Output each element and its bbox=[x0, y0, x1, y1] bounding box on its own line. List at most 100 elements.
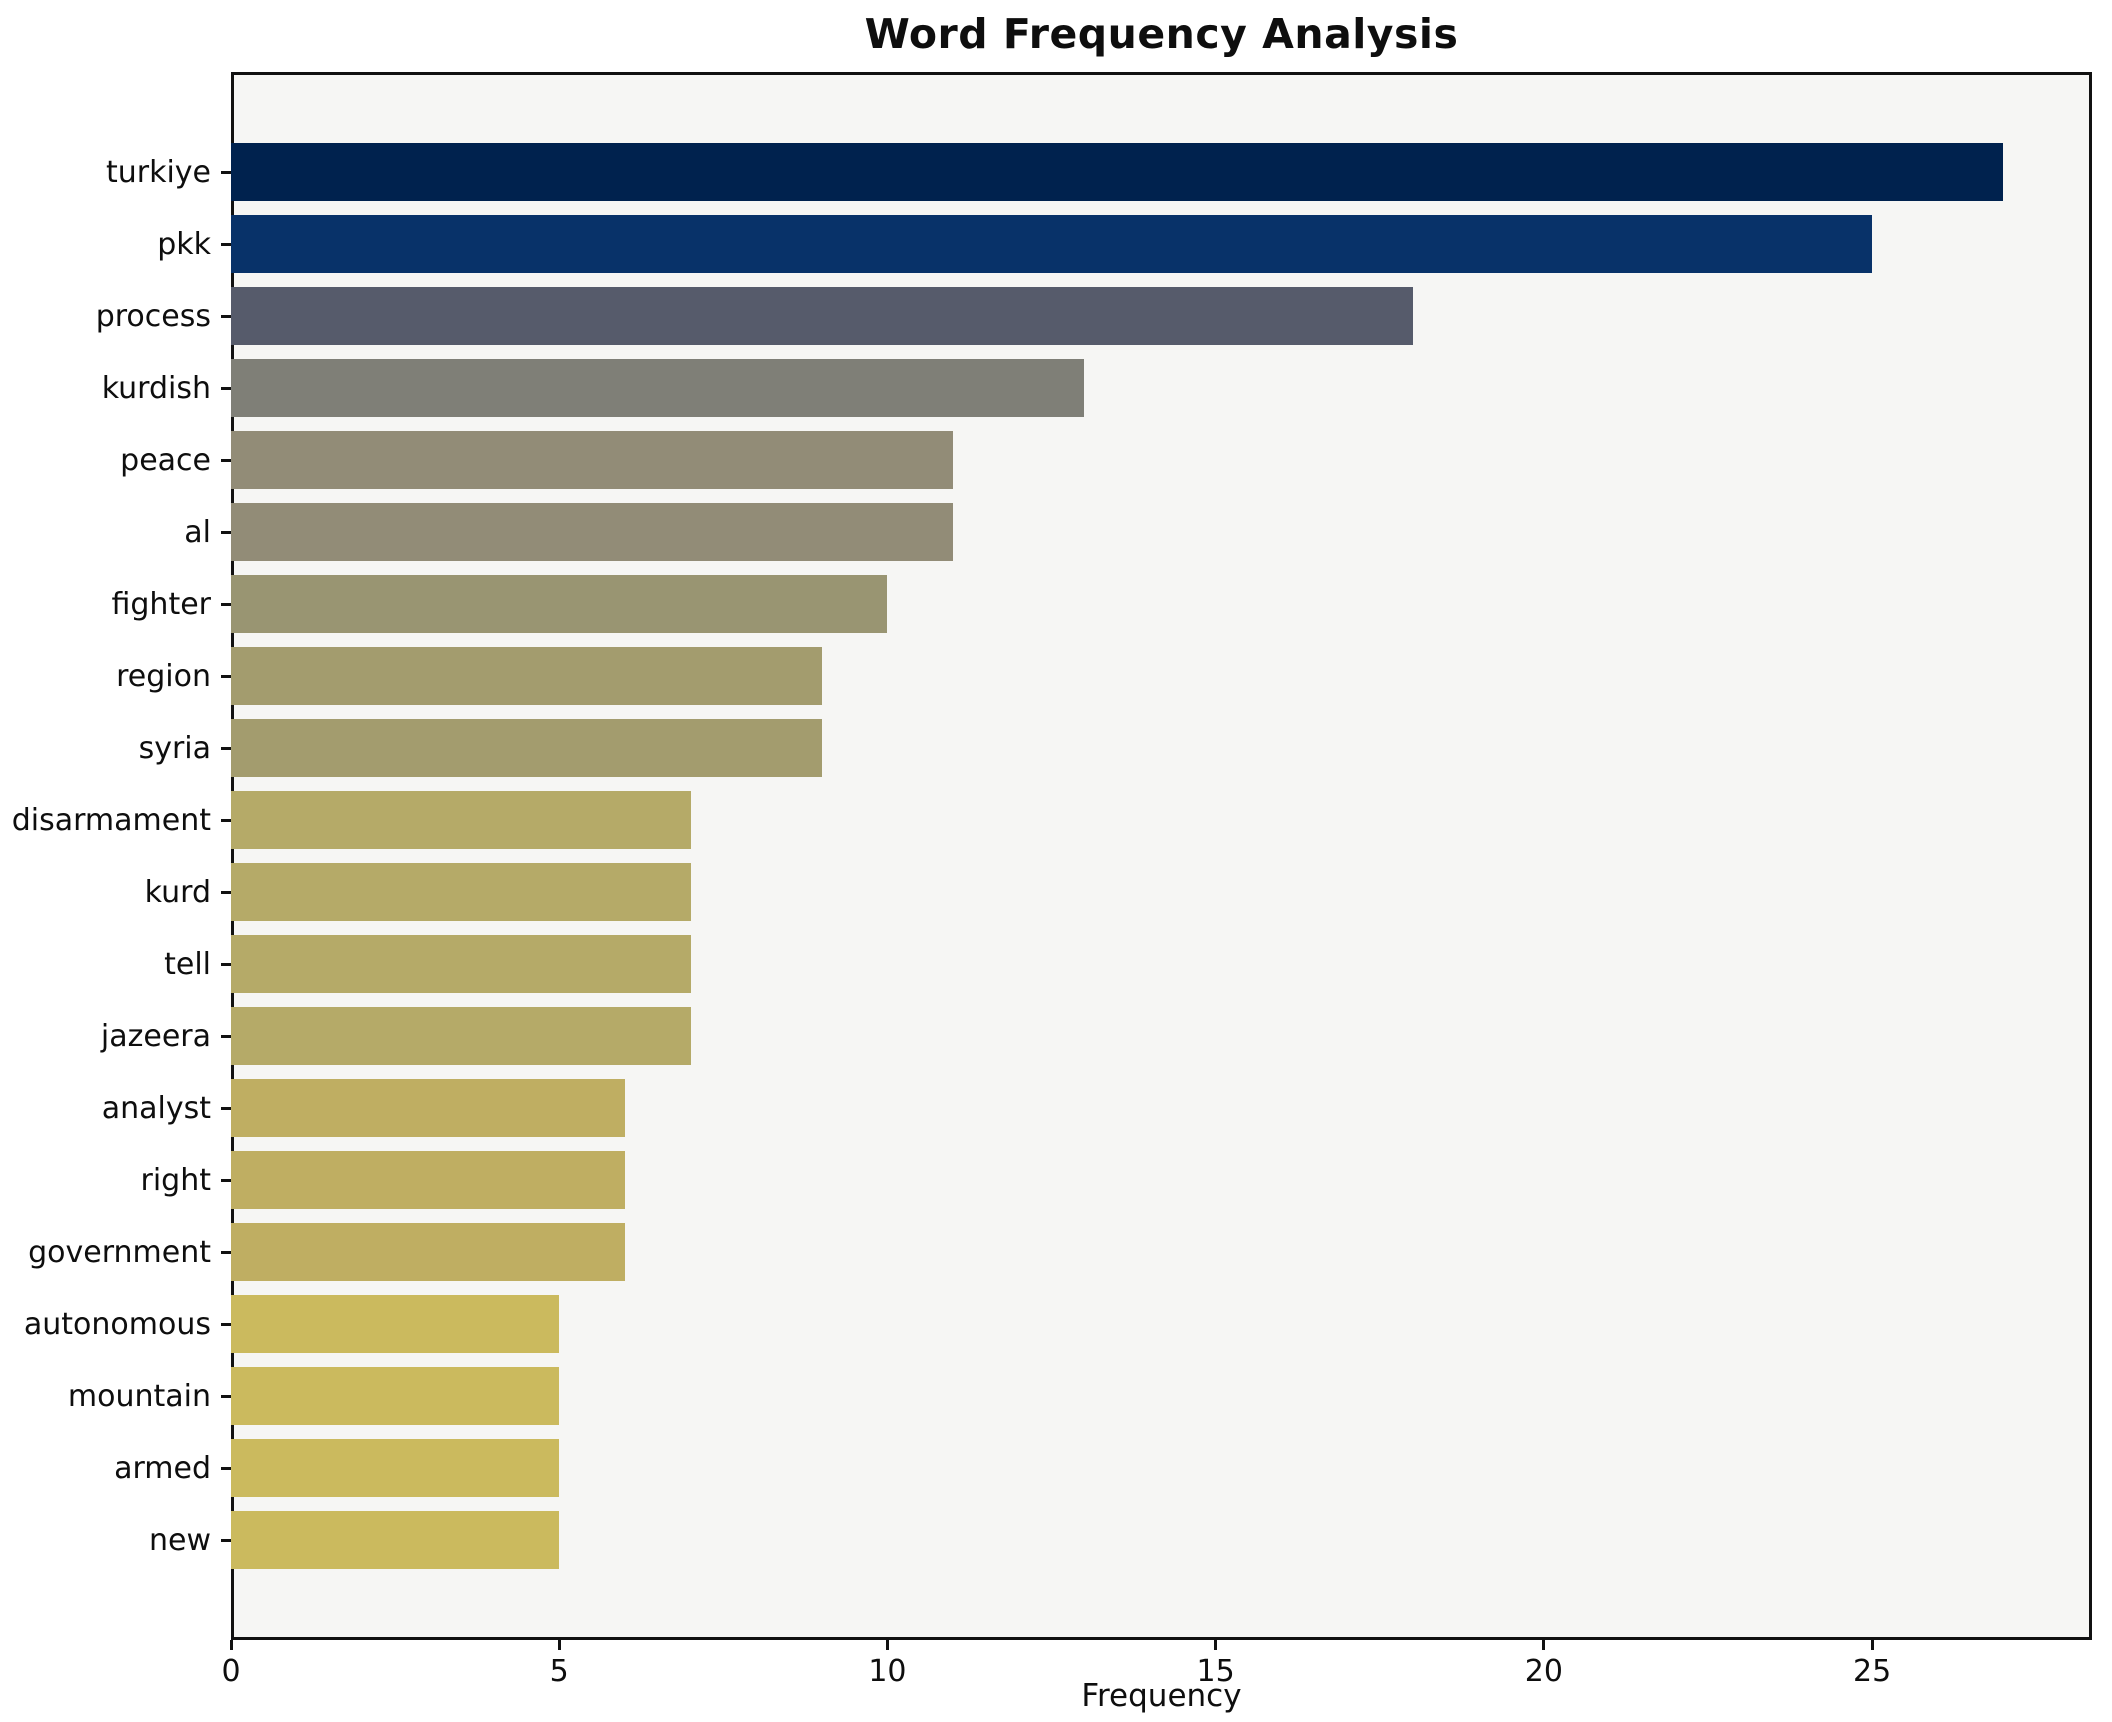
frequency-bar bbox=[231, 1151, 625, 1209]
y-tick-cell: mountain bbox=[0, 1379, 231, 1414]
y-tick-label: right bbox=[140, 1162, 212, 1198]
bar-track bbox=[231, 647, 2092, 705]
x-tick-mark bbox=[557, 1640, 561, 1650]
bar-track bbox=[231, 143, 2092, 201]
y-tick-mark bbox=[221, 242, 231, 246]
bar-track bbox=[231, 359, 2092, 417]
chart-row: jazeera bbox=[0, 1000, 2092, 1072]
y-tick-label: turkiye bbox=[105, 154, 211, 190]
frequency-bar bbox=[231, 647, 822, 705]
frequency-bar bbox=[231, 143, 2004, 201]
frequency-bar bbox=[231, 863, 691, 921]
y-tick-label: syria bbox=[138, 730, 211, 766]
y-tick-mark bbox=[221, 386, 231, 390]
y-tick-cell: peace bbox=[0, 443, 231, 478]
y-tick-label: region bbox=[116, 658, 211, 694]
frequency-bar bbox=[231, 719, 822, 777]
chart-row: government bbox=[0, 1216, 2092, 1288]
y-tick-cell: analyst bbox=[0, 1091, 231, 1126]
y-tick-cell: jazeera bbox=[0, 1019, 231, 1054]
x-tick-label: 25 bbox=[1852, 1654, 1892, 1689]
x-tick-mark bbox=[1542, 1640, 1546, 1650]
chart-row: armed bbox=[0, 1432, 2092, 1504]
y-tick-cell: right bbox=[0, 1163, 231, 1198]
y-tick-mark bbox=[221, 1106, 231, 1110]
y-tick-mark bbox=[221, 746, 231, 750]
y-tick-mark bbox=[221, 530, 231, 534]
x-tick-mark bbox=[885, 1640, 889, 1650]
chart-row: fighter bbox=[0, 568, 2092, 640]
frequency-bar bbox=[231, 791, 691, 849]
bar-track bbox=[231, 1079, 2092, 1137]
frequency-bar bbox=[231, 287, 1413, 345]
chart-row: analyst bbox=[0, 1072, 2092, 1144]
y-tick-cell: tell bbox=[0, 947, 231, 982]
y-tick-mark bbox=[221, 314, 231, 318]
y-tick-label: autonomous bbox=[23, 1306, 211, 1342]
frequency-bar bbox=[231, 431, 954, 489]
y-tick-mark bbox=[221, 818, 231, 822]
x-tick-label: 15 bbox=[1196, 1654, 1235, 1689]
y-tick-cell: kurdish bbox=[0, 371, 231, 406]
bar-track bbox=[231, 935, 2092, 993]
y-tick-cell: new bbox=[0, 1523, 231, 1558]
chart-row: mountain bbox=[0, 1360, 2092, 1432]
y-tick-cell: process bbox=[0, 299, 231, 334]
chart-row: new bbox=[0, 1504, 2092, 1576]
y-tick-mark bbox=[221, 1034, 231, 1038]
chart-row: process bbox=[0, 280, 2092, 352]
chart-row: pkk bbox=[0, 208, 2092, 280]
y-tick-mark bbox=[221, 1538, 231, 1542]
y-tick-mark bbox=[221, 170, 231, 174]
y-tick-label: jazeera bbox=[100, 1018, 211, 1054]
chart-row: kurd bbox=[0, 856, 2092, 928]
x-tick-label: 5 bbox=[549, 1654, 569, 1689]
y-tick-label: analyst bbox=[101, 1090, 211, 1126]
bar-track bbox=[231, 431, 2092, 489]
bar-track bbox=[231, 287, 2092, 345]
x-tick-label: 20 bbox=[1524, 1654, 1563, 1689]
y-tick-cell: turkiye bbox=[0, 155, 231, 190]
chart-row: syria bbox=[0, 712, 2092, 784]
chart-row: kurdish bbox=[0, 352, 2092, 424]
frequency-bar bbox=[231, 1079, 625, 1137]
bar-track bbox=[231, 1439, 2092, 1497]
bar-track bbox=[231, 1151, 2092, 1209]
y-tick-cell: armed bbox=[0, 1451, 231, 1486]
frequency-bar bbox=[231, 359, 1085, 417]
chart-row: peace bbox=[0, 424, 2092, 496]
y-tick-cell: government bbox=[0, 1235, 231, 1270]
bar-track bbox=[231, 791, 2092, 849]
frequency-bar bbox=[231, 215, 1873, 273]
bar-track bbox=[231, 1223, 2092, 1281]
x-tick-label: 10 bbox=[868, 1654, 907, 1689]
frequency-bar bbox=[231, 1223, 625, 1281]
chart-row: turkiye bbox=[0, 136, 2092, 208]
frequency-bar bbox=[231, 1439, 560, 1497]
y-tick-cell: al bbox=[0, 515, 231, 550]
chart-rows: turkiye pkk process kurdish peace al fighter re… bbox=[0, 72, 2092, 1640]
chart-row: right bbox=[0, 1144, 2092, 1216]
bar-track bbox=[231, 1511, 2092, 1569]
y-tick-cell: fighter bbox=[0, 587, 231, 622]
y-tick-label: fighter bbox=[111, 586, 211, 622]
frequency-bar bbox=[231, 503, 954, 561]
x-tick-mark bbox=[1870, 1640, 1874, 1650]
y-tick-mark bbox=[221, 1466, 231, 1470]
y-tick-label: government bbox=[28, 1234, 211, 1270]
y-tick-cell: syria bbox=[0, 731, 231, 766]
y-tick-cell: pkk bbox=[0, 227, 231, 262]
bar-track bbox=[231, 1007, 2092, 1065]
y-tick-cell: disarmament bbox=[0, 803, 231, 838]
frequency-bar bbox=[231, 1295, 560, 1353]
bar-track bbox=[231, 1367, 2092, 1425]
y-tick-label: peace bbox=[120, 442, 211, 478]
chart-row: tell bbox=[0, 928, 2092, 1000]
chart-row: al bbox=[0, 496, 2092, 568]
x-tick-mark bbox=[1214, 1640, 1218, 1650]
bar-track bbox=[231, 863, 2092, 921]
y-tick-mark bbox=[221, 890, 231, 894]
bar-track bbox=[231, 215, 2092, 273]
x-axis-ticks: 0 5 10 15 20 25 bbox=[221, 1640, 2092, 1700]
